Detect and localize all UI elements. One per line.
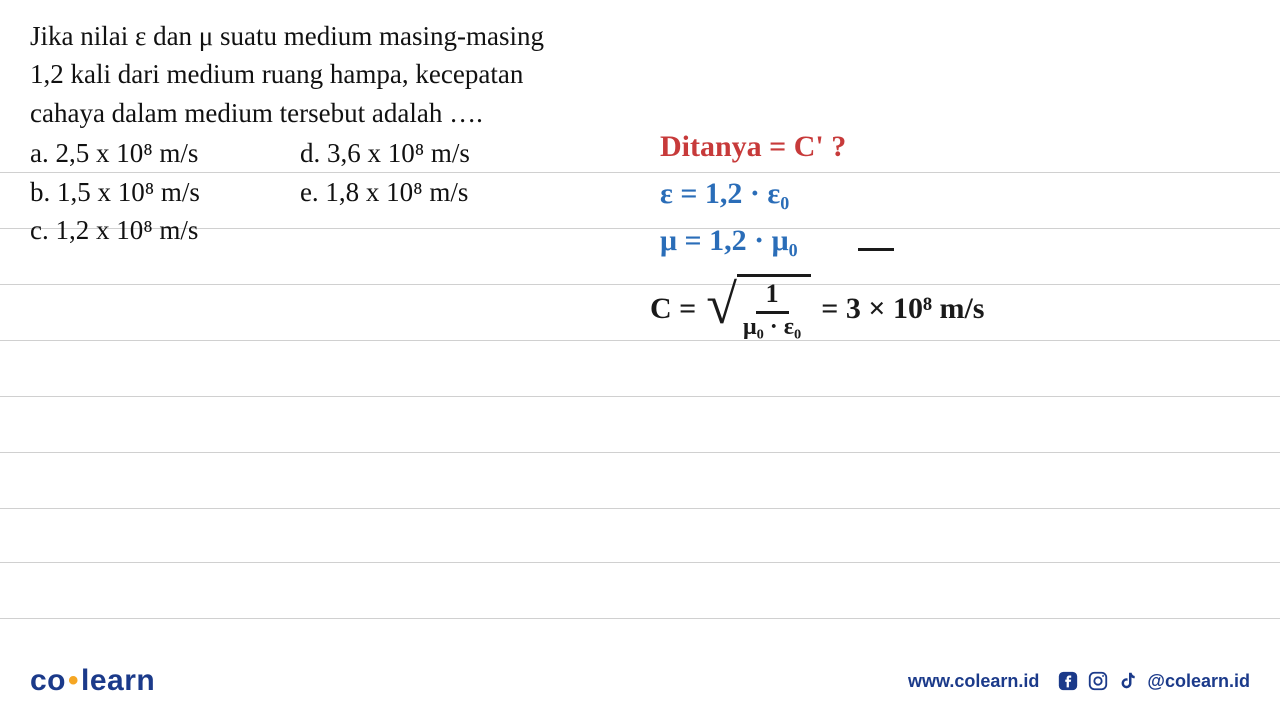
option-e: e. 1,8 x 10⁸ m/s <box>300 174 470 210</box>
social-icons: @colearn.id <box>1057 670 1250 692</box>
question-stem-line3: cahaya dalam medium tersebut adalah …. <box>30 95 670 131</box>
question-stem-line2: 1,2 kali dari medium ruang hampa, kecepa… <box>30 56 670 92</box>
radicand-numerator: 1 <box>756 279 789 314</box>
radical-icon: √ <box>706 280 737 349</box>
logo-dot-icon: • <box>66 664 81 697</box>
logo-co: co <box>30 664 66 697</box>
handwriting-mu: μ = 1,2 · μ₀ <box>660 221 1260 260</box>
option-a: a. 2,5 x 10⁸ m/s <box>30 135 200 171</box>
facebook-icon <box>1057 670 1079 692</box>
options-col-right: d. 3,6 x 10⁸ m/s e. 1,8 x 10⁸ m/s <box>300 135 470 248</box>
instagram-icon <box>1087 670 1109 692</box>
handwritten-solution: Ditanya = C' ? ε = 1,2 · ε₀ μ = 1,2 · μ₀… <box>660 125 1260 343</box>
handwriting-speed-eq: C = √ 1 μ₀ · ε₀ = 3 × 10⁸ m/s <box>650 274 1260 343</box>
option-b: b. 1,5 x 10⁸ m/s <box>30 174 200 210</box>
handwriting-ditanya: Ditanya = C' ? <box>660 127 1260 166</box>
options-col-left: a. 2,5 x 10⁸ m/s b. 1,5 x 10⁸ m/s c. 1,2… <box>30 135 200 248</box>
radicand-denominator: μ₀ · ε₀ <box>743 314 801 341</box>
handwriting-stray-bar-icon <box>858 248 894 251</box>
radicand: 1 μ₀ · ε₀ <box>737 274 811 343</box>
square-root: √ 1 μ₀ · ε₀ <box>706 274 811 343</box>
option-c: c. 1,2 x 10⁸ m/s <box>30 212 200 248</box>
footer-right: www.colearn.id @colearn.id <box>908 670 1250 692</box>
question-block: Jika nilai ε dan μ suatu medium masing-m… <box>30 18 670 249</box>
options-container: a. 2,5 x 10⁸ m/s b. 1,5 x 10⁸ m/s c. 1,2… <box>30 135 670 248</box>
footer-url: www.colearn.id <box>908 671 1039 692</box>
question-stem-line1: Jika nilai ε dan μ suatu medium masing-m… <box>30 18 670 54</box>
option-d: d. 3,6 x 10⁸ m/s <box>300 135 470 171</box>
footer: co•learn www.colearn.id @colearn.id <box>30 664 1250 698</box>
colearn-logo: co•learn <box>30 664 155 698</box>
logo-learn: learn <box>81 664 155 697</box>
tiktok-icon <box>1117 670 1139 692</box>
handwriting-epsilon: ε = 1,2 · ε₀ <box>660 174 1260 213</box>
eq-left: C = <box>650 292 696 326</box>
footer-handle: @colearn.id <box>1147 671 1250 692</box>
eq-right: = 3 × 10⁸ m/s <box>821 292 984 326</box>
